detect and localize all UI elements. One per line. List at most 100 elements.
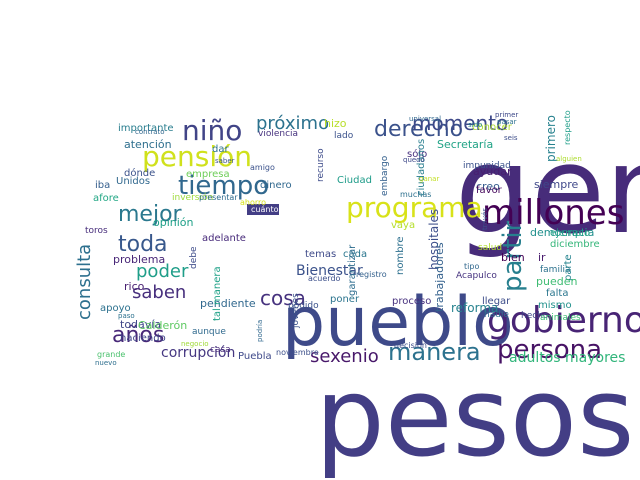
word-91: impunidad	[463, 161, 511, 171]
word-36: problema	[113, 253, 165, 266]
word-22: sexenio	[310, 346, 379, 367]
word-12: mejor	[118, 202, 183, 227]
word-76: hecho	[521, 311, 549, 321]
word-117: través	[481, 208, 489, 230]
word-46: Unidos	[116, 176, 150, 187]
word-88: cuánto	[251, 205, 279, 214]
word-58: vaya	[391, 220, 415, 231]
word-68: mismo	[538, 300, 572, 311]
word-121: ganar	[419, 175, 439, 183]
word-27: trabajadores	[433, 242, 446, 312]
word-108: amigo	[250, 163, 275, 172]
word-33: empresa	[186, 169, 230, 180]
word-21: cosa	[260, 286, 306, 310]
word-59: hizo	[324, 117, 347, 130]
word-90: conocer	[472, 122, 513, 133]
word-49: creo	[476, 180, 500, 193]
word-77: animales	[540, 313, 581, 323]
word-23: corrupción	[161, 345, 235, 361]
word-81: recurso	[316, 148, 326, 182]
word-20: saben	[132, 282, 186, 303]
word-112: seis	[504, 134, 518, 142]
word-116: quedó	[403, 156, 425, 164]
word-97: tipo	[464, 262, 479, 271]
word-38: todavía	[120, 318, 161, 331]
word-120: podría	[256, 320, 264, 342]
word-2: pueblo	[282, 283, 514, 362]
word-25: Bienestar	[296, 263, 363, 279]
word-40: Puebla	[238, 351, 272, 362]
word-73: diciembre	[550, 239, 600, 250]
word-35: opinión	[153, 216, 194, 229]
word-37: apoyo	[100, 303, 131, 314]
word-43: afore	[93, 193, 119, 204]
word-56: temas	[305, 249, 336, 260]
word-85: tal manera	[212, 266, 223, 321]
word-48: Secretaría	[437, 138, 493, 151]
word-41: haciendo	[120, 333, 166, 344]
word-11: derecho	[374, 117, 463, 142]
word-75: pueden	[536, 275, 577, 288]
word-highlight-88	[247, 204, 279, 215]
word-92: contrato	[135, 128, 165, 136]
word-54: Ciudad	[337, 175, 372, 186]
word-99: salud	[478, 243, 502, 253]
word-1: gente	[455, 122, 640, 261]
word-82: embargo	[380, 155, 390, 196]
word-19: poder	[136, 261, 189, 282]
word-13: toda	[118, 232, 168, 257]
word-66: parte	[563, 254, 574, 281]
word-55: dinero	[260, 180, 292, 191]
word-78: garantizar	[347, 244, 358, 296]
word-67: falta	[546, 288, 568, 299]
word-60: lado	[334, 131, 354, 141]
word-26: hospitales	[427, 209, 441, 270]
word-0: pesos	[315, 353, 634, 480]
word-106: paso	[118, 312, 135, 320]
word-103: aunque	[192, 327, 226, 337]
word-71: poner	[330, 294, 360, 305]
word-31: importante	[118, 123, 174, 134]
word-109: sido	[468, 121, 482, 129]
word-100: muchas	[400, 190, 431, 199]
word-70: proceso	[392, 296, 431, 307]
word-87: inversión	[172, 192, 213, 203]
word-110: universal	[409, 115, 441, 123]
word-102: casa	[210, 345, 231, 355]
word-93: registro	[356, 270, 387, 279]
word-17: momento	[412, 111, 508, 135]
word-74: ejemplo	[550, 228, 590, 239]
word-15: partir	[498, 220, 528, 292]
word-10: niño	[182, 114, 242, 147]
word-84: jóvenes	[290, 293, 301, 329]
word-114: alguien	[556, 155, 582, 163]
word-4: millones	[482, 193, 624, 233]
word-69: llegar	[482, 296, 511, 307]
word-34: dónde	[124, 167, 155, 179]
word-7: programa	[346, 191, 483, 224]
word-61: dar	[212, 144, 229, 155]
word-53: primero	[544, 115, 558, 162]
word-80: nadie	[484, 310, 509, 320]
word-29: pendiente	[200, 297, 256, 310]
word-98: Acapulco	[456, 271, 497, 281]
word-3: gobierno	[487, 300, 640, 341]
word-95: noviembre	[276, 348, 319, 357]
word-101: ahorro	[240, 198, 266, 207]
word-104: grande	[97, 350, 125, 359]
word-96: decisión	[394, 340, 427, 350]
word-64: ir	[538, 251, 546, 264]
word-44: toros	[85, 226, 108, 236]
word-9: tiempo	[178, 171, 269, 201]
word-72: podido	[288, 301, 319, 311]
word-107: presentar	[199, 193, 238, 202]
word-57: cada	[343, 249, 367, 260]
word-18: próximo	[256, 113, 329, 134]
word-51: favor	[476, 185, 503, 196]
word-52: siempre	[534, 178, 579, 191]
word-118: saber	[215, 157, 235, 165]
word-50: ayudar	[473, 165, 512, 178]
word-28: reforma	[451, 301, 498, 315]
word-119: negocio	[181, 340, 209, 348]
